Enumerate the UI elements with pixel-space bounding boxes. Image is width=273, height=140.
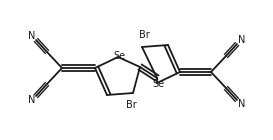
Text: N: N	[238, 35, 246, 45]
Text: Se: Se	[113, 51, 125, 61]
Text: Br: Br	[139, 30, 149, 40]
Text: N: N	[28, 95, 36, 105]
Text: Br: Br	[126, 100, 136, 110]
Text: N: N	[28, 31, 36, 41]
Text: Se: Se	[152, 79, 164, 89]
Text: N: N	[238, 99, 246, 109]
